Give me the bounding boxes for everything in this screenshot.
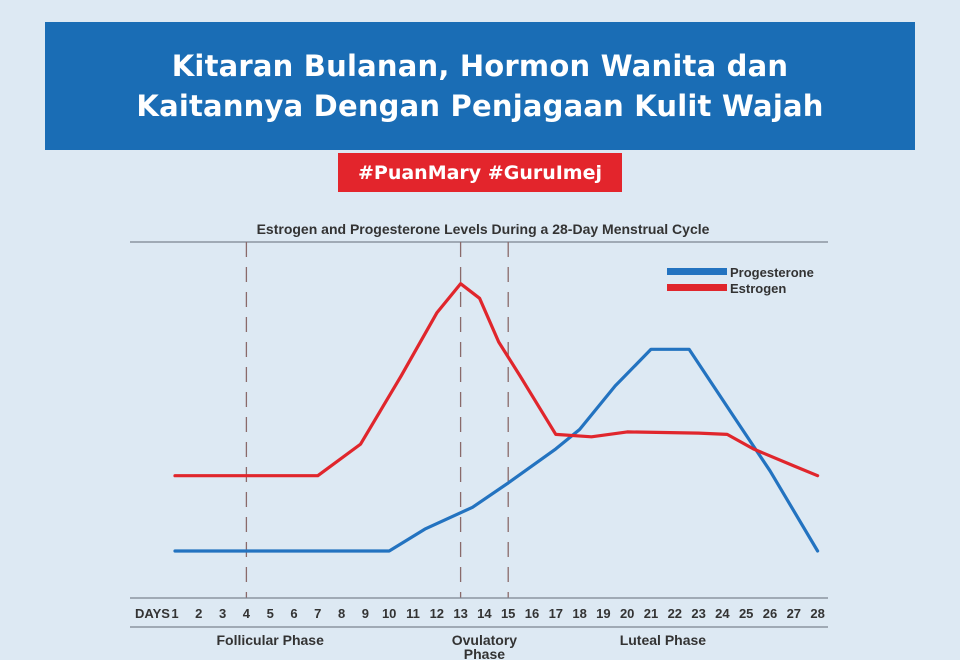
progesterone-legend-label: Progesterone: [730, 265, 814, 280]
series-layer: [173, 282, 820, 553]
day-tick-27: 27: [787, 606, 801, 621]
day-tick-15: 15: [501, 606, 515, 621]
day-tick-4: 4: [243, 606, 251, 621]
progesterone-line: [173, 347, 820, 553]
day-tick-18: 18: [572, 606, 586, 621]
progesterone-legend-swatch: [667, 268, 727, 275]
phase-label-2-line2: Phase: [464, 646, 505, 660]
day-tick-14: 14: [477, 606, 492, 621]
day-tick-19: 19: [596, 606, 610, 621]
day-tick-13: 13: [453, 606, 467, 621]
day-tick-23: 23: [691, 606, 705, 621]
estrogen-line: [173, 282, 820, 478]
phase-label-1: Follicular Phase: [217, 632, 325, 648]
day-tick-3: 3: [219, 606, 226, 621]
day-tick-6: 6: [290, 606, 297, 621]
day-tick-26: 26: [763, 606, 777, 621]
title-banner: Kitaran Bulanan, Hormon Wanita dan Kaita…: [45, 22, 915, 150]
day-tick-12: 12: [430, 606, 444, 621]
day-tick-16: 16: [525, 606, 539, 621]
day-tick-2: 2: [195, 606, 202, 621]
day-tick-11: 11: [406, 606, 420, 621]
day-tick-8: 8: [338, 606, 345, 621]
day-tick-25: 25: [739, 606, 753, 621]
day-tick-7: 7: [314, 606, 321, 621]
day-tick-20: 20: [620, 606, 634, 621]
day-tick-28: 28: [810, 606, 824, 621]
x-axis-ticks: 1 2 3 4 5 6 7 8 9 10 11 12 13 14 15 16 17 18 19 20 21 22 23 24 2…: [171, 606, 824, 621]
phase-label-3: Luteal Phase: [620, 632, 707, 648]
day-tick-17: 17: [549, 606, 563, 621]
day-tick-1: 1: [171, 606, 178, 621]
estrogen-legend-swatch: [667, 284, 727, 291]
estrogen-legend-label: Estrogen: [730, 281, 786, 296]
chart-title: Estrogen and Progesterone Levels During …: [257, 221, 710, 237]
hashtag-badge: #PuanMary #GuruImej: [338, 153, 622, 192]
day-tick-9: 9: [362, 606, 369, 621]
day-tick-22: 22: [668, 606, 682, 621]
day-tick-21: 21: [644, 606, 658, 621]
title-line-2: Kaitannya Dengan Penjagaan Kulit Wajah: [136, 89, 824, 123]
day-tick-10: 10: [382, 606, 396, 621]
day-tick-24: 24: [715, 606, 730, 621]
phase-label-2: Ovulatory: [452, 632, 518, 648]
title-line-1: Kitaran Bulanan, Hormon Wanita dan: [171, 49, 789, 83]
phase-boundaries: [245, 242, 509, 598]
x-axis-days-label: DAYS: [135, 606, 170, 621]
day-tick-5: 5: [267, 606, 274, 621]
